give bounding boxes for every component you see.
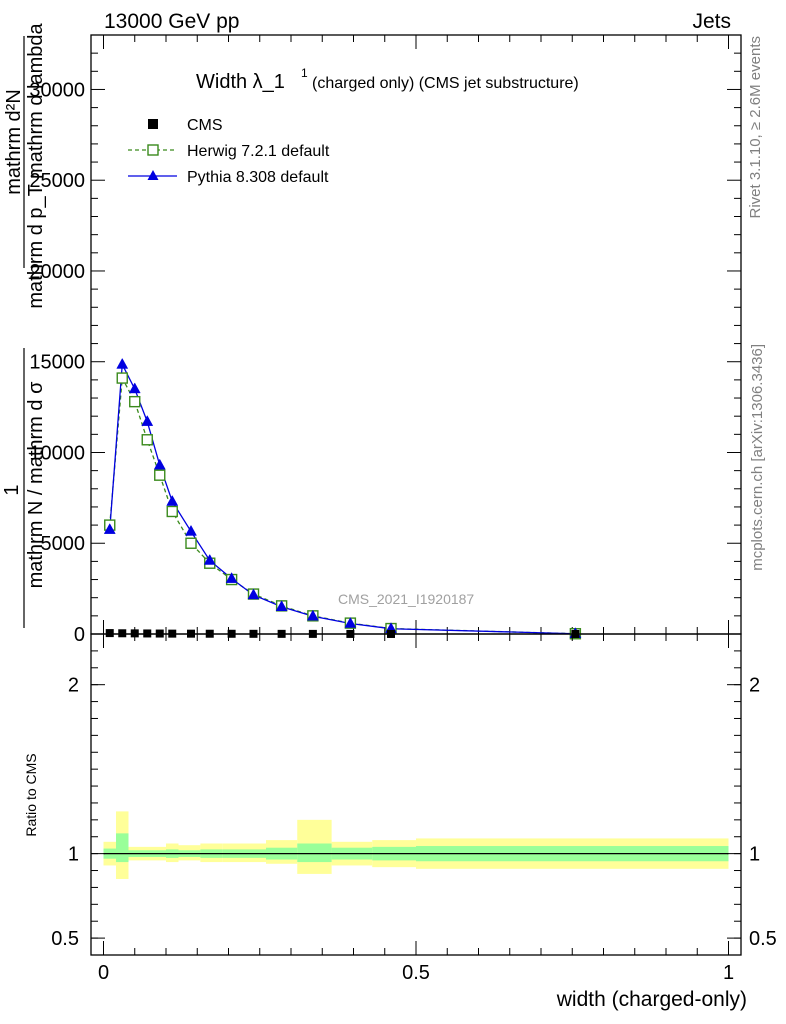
pythia-point: [247, 588, 260, 600]
ratio-y-tick-label-left: 1: [68, 844, 79, 866]
plot-title: Width λ_1: [196, 71, 285, 93]
cms-point: [118, 629, 127, 638]
y-label-numerator: mathrm d²N: [3, 89, 25, 195]
legend-cms-marker: [148, 119, 158, 129]
main-y-axis-label: mathrm d²N mathrm d p_T mathrm d lambda 1 m…: [1, 22, 47, 628]
ratio-plot-frame: [90, 633, 742, 956]
y-tick-label: 10000: [29, 442, 85, 464]
legend-herwig-marker: [147, 144, 159, 156]
pythia-point: [141, 415, 154, 426]
pythia-point: [116, 357, 129, 369]
x-tick-label: 0.5: [402, 962, 430, 984]
ratio-inner-band: [297, 843, 332, 863]
y-tick-label: 0: [74, 624, 85, 646]
plot-title-superscript: 1: [301, 66, 308, 80]
herwig-point: [116, 372, 128, 384]
legend-pythia-marker: [147, 170, 159, 180]
energy-label: 13000 GeV pp: [104, 10, 239, 33]
herwig-point: [185, 537, 197, 549]
legend-herwig-label: Herwig 7.2.1 default: [187, 143, 330, 160]
pythia-point: [203, 553, 216, 565]
x-tick-label: 0: [98, 962, 109, 984]
pythia-point: [103, 523, 116, 534]
y-tick-label: 30000: [29, 79, 85, 101]
mcplots-label: mcplots.cern.ch [arXiv:1306.3436]: [749, 344, 766, 571]
pythia-point: [275, 600, 288, 612]
pythia-point: [344, 616, 357, 628]
rivet-version-label: Rivet 3.1.10, ≥ 2.6M events: [747, 36, 764, 219]
plot-title-subtitle: (charged only) (CMS jet substructure): [312, 75, 579, 92]
cms-point: [105, 629, 114, 638]
analysis-watermark: CMS_2021_I1920187: [338, 591, 474, 607]
herwig-point: [141, 434, 153, 446]
legend-cms-label: CMS: [187, 117, 223, 134]
pythia-point: [306, 609, 319, 621]
herwig-point: [154, 469, 166, 481]
y-tick-label: 15000: [29, 352, 85, 374]
y-tick-label: 25000: [29, 170, 85, 192]
ratio-y-tick-label-left: 0.5: [51, 928, 79, 950]
herwig-point: [166, 505, 178, 518]
legend-pythia-label: Pythia 8.308 default: [187, 169, 329, 186]
pythia-point: [166, 494, 179, 506]
ratio-y-tick-label-right: 2: [749, 675, 760, 697]
herwig-point: [129, 395, 141, 408]
pythia-point: [153, 458, 166, 470]
pythia-point: [225, 572, 238, 583]
y-label-denominator: mathrm d p_T mathrm d lambda: [25, 22, 47, 308]
category-label: Jets: [692, 10, 731, 33]
y-label-norm: mathrm N / mathrm d σ: [25, 381, 47, 588]
x-tick-label: 1: [723, 962, 734, 984]
ratio-y-tick-label-right: 0.5: [749, 928, 777, 950]
ratio-inner-band: [116, 833, 129, 863]
ratio-y-axis-label: Ratio to CMS: [23, 753, 39, 836]
pythia-point: [185, 524, 197, 536]
ratio-y-tick-label-left: 2: [68, 675, 79, 697]
pythia-point: [128, 382, 141, 394]
y-tick-label: 5000: [41, 533, 86, 555]
y-tick-label: 20000: [29, 261, 85, 283]
y-label-one: 1: [1, 484, 23, 495]
ratio-y-tick-label-right: 1: [749, 844, 760, 866]
x-axis-label: width (charged-only): [556, 988, 747, 1011]
